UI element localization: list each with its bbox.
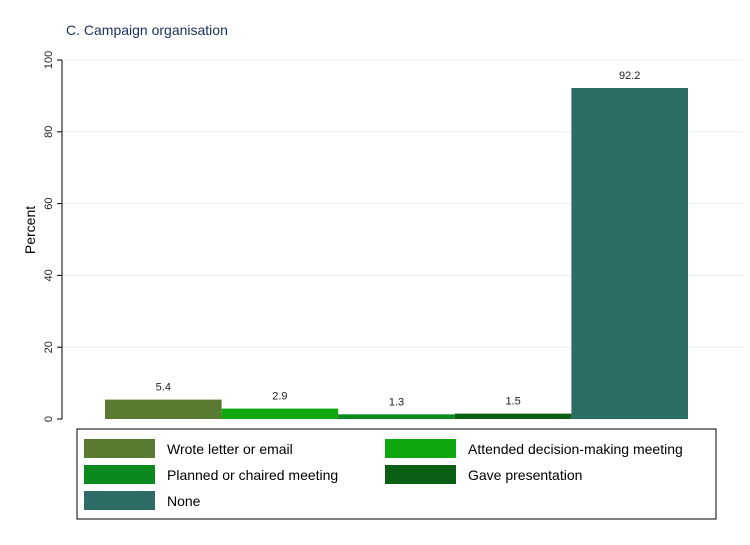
legend-label: None xyxy=(167,493,201,509)
legend-label: Planned or chaired meeting xyxy=(167,467,338,483)
bar-value-label: 92.2 xyxy=(619,70,640,82)
legend-label: Wrote letter or email xyxy=(167,441,293,457)
bar xyxy=(454,413,572,419)
legend-swatch xyxy=(385,439,456,458)
data-labels: 5.4 2.9 1.3 1.5 92.2 xyxy=(156,70,641,408)
legend-swatch xyxy=(84,465,155,484)
bar xyxy=(571,88,688,419)
y-ticks: 0 20 40 60 80 100 xyxy=(43,51,62,422)
y-axis-label: Percent xyxy=(22,206,38,254)
legend-label: Attended decision-making meeting xyxy=(468,441,683,457)
y-tick-label: 100 xyxy=(43,51,55,69)
y-tick-label: 60 xyxy=(43,197,55,209)
y-tick-label: 80 xyxy=(43,126,55,138)
bar xyxy=(338,414,455,419)
y-tick-label: 20 xyxy=(43,341,55,353)
bar xyxy=(105,399,222,419)
y-tick-label: 0 xyxy=(43,416,55,422)
legend: Wrote letter or email Attended decision-m… xyxy=(84,439,683,510)
bar xyxy=(221,408,339,419)
y-tick-label: 40 xyxy=(43,269,55,281)
bars xyxy=(105,88,688,419)
legend-swatch xyxy=(84,439,155,458)
legend-swatch xyxy=(84,491,155,510)
chart-title: C. Campaign organisation xyxy=(66,22,228,38)
legend-swatch xyxy=(385,465,456,484)
bar-value-label: 2.9 xyxy=(272,391,287,403)
bar-value-label: 5.4 xyxy=(156,382,171,394)
bar-value-label: 1.3 xyxy=(389,396,404,408)
legend-label: Gave presentation xyxy=(468,467,582,483)
bar-value-label: 1.5 xyxy=(505,396,520,408)
